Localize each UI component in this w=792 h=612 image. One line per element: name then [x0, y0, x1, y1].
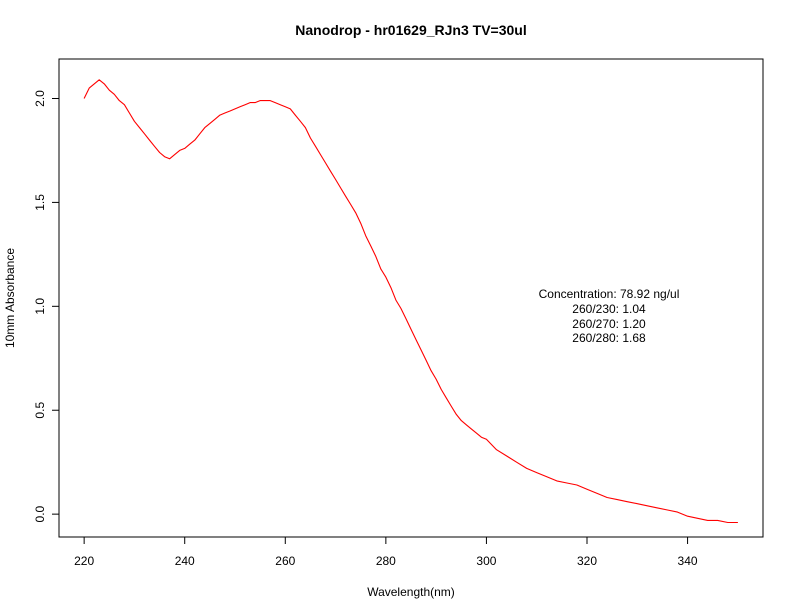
x-tick-label: 300 — [476, 554, 496, 568]
chart-title: Nanodrop - hr01629_RJn3 TV=30ul — [295, 22, 526, 38]
x-tick-label: 320 — [577, 554, 597, 568]
x-tick-label: 340 — [678, 554, 698, 568]
y-axis-label: 10mm Absorbance — [3, 248, 17, 348]
stats-annotation: Concentration: 78.92 ng/ul 260/230: 1.04… — [539, 287, 680, 345]
absorbance-series-line — [83, 79, 738, 524]
y-axis: 0.0 0.5 1.0 1.5 2.0 — [33, 90, 60, 522]
x-axis: 220 240 260 280 300 320 340 — [74, 536, 698, 568]
annotation-concentration: Concentration: 78.92 ng/ul — [539, 287, 680, 301]
x-axis-label: Wavelength(nm) — [367, 585, 455, 599]
annotation-ratio-270: 260/270: 1.20 — [572, 317, 646, 331]
x-tick-label: 280 — [376, 554, 396, 568]
y-tick-label: 1.5 — [33, 194, 47, 211]
series-group — [83, 79, 738, 524]
y-tick-label: 0.0 — [33, 505, 47, 522]
y-tick-label: 0.5 — [33, 402, 47, 419]
x-tick-label: 260 — [275, 554, 295, 568]
x-tick-label: 220 — [74, 554, 94, 568]
annotation-ratio-230: 260/230: 1.04 — [572, 302, 646, 316]
x-tick-label: 240 — [175, 554, 195, 568]
y-tick-label: 2.0 — [33, 90, 47, 107]
annotation-ratio-280: 260/280: 1.68 — [572, 331, 646, 345]
y-tick-label: 1.0 — [33, 298, 47, 315]
